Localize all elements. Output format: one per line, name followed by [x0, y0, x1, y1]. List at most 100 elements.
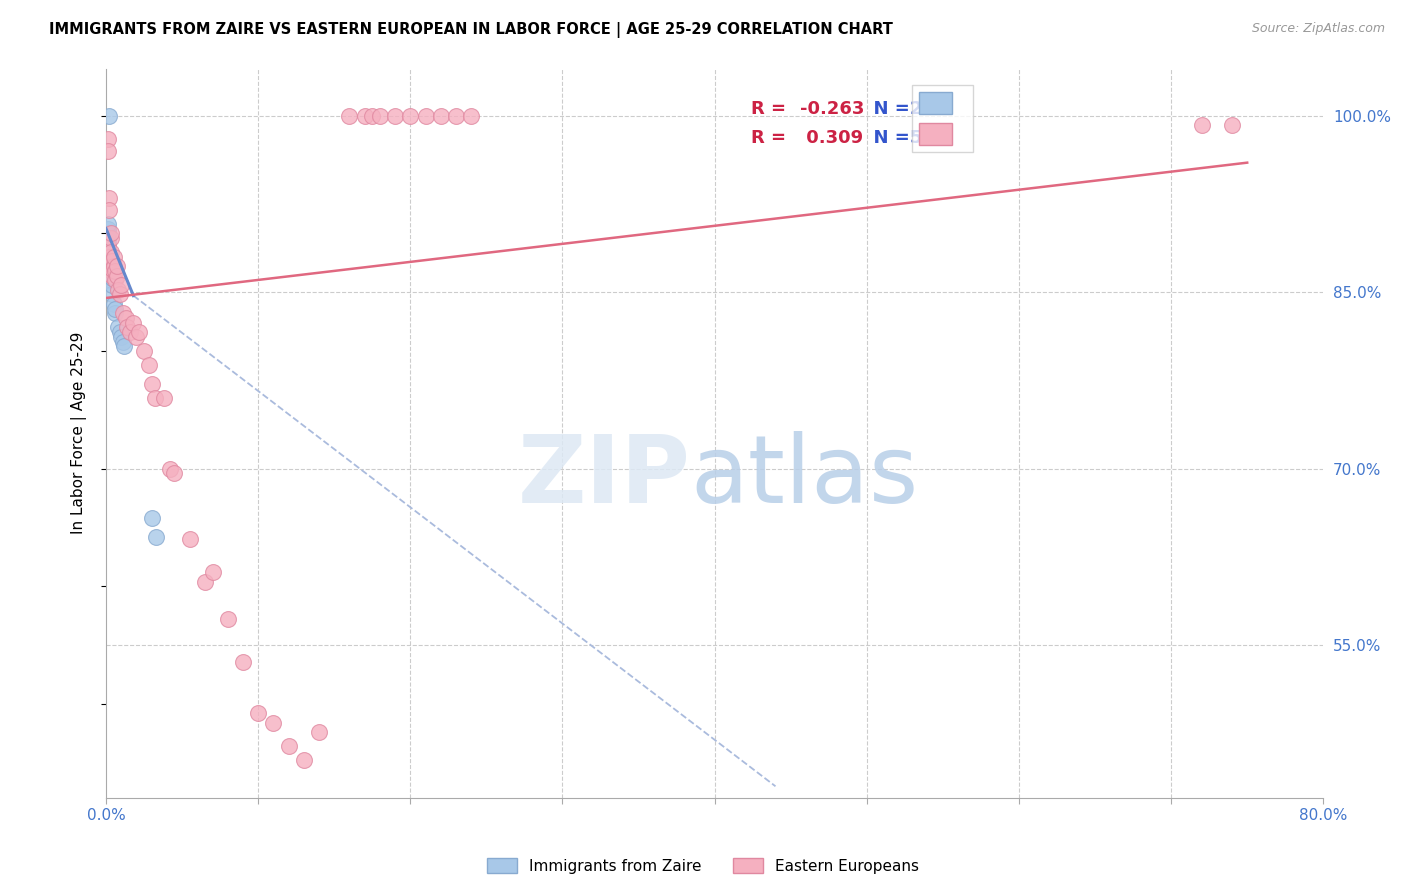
Point	[415, 109, 437, 123]
Point	[105, 259, 128, 273]
Text: Source: ZipAtlas.com: Source: ZipAtlas.com	[1251, 22, 1385, 36]
Legend: Immigrants from Zaire, Eastern Europeans: Immigrants from Zaire, Eastern Europeans	[481, 852, 925, 880]
Point	[217, 612, 239, 626]
Point	[384, 109, 406, 123]
Point	[101, 287, 124, 301]
Text: ZIP: ZIP	[517, 431, 690, 523]
Point	[108, 325, 131, 339]
Point	[277, 739, 299, 754]
Point	[128, 325, 150, 339]
Point	[96, 226, 118, 240]
Point	[100, 231, 122, 245]
Point	[112, 339, 135, 353]
Point	[153, 391, 176, 405]
Point	[368, 109, 391, 123]
Y-axis label: In Labor Force | Age 25-29: In Labor Force | Age 25-29	[72, 332, 87, 534]
Point	[108, 287, 131, 301]
Point	[122, 316, 145, 330]
Point	[103, 297, 125, 311]
Point	[100, 245, 122, 260]
Point	[98, 259, 121, 273]
Point	[138, 358, 160, 372]
Point	[444, 109, 467, 123]
Point	[104, 301, 127, 316]
Text: 0.309: 0.309	[800, 128, 863, 147]
Point	[120, 325, 142, 339]
Point	[98, 264, 121, 278]
Point	[96, 254, 118, 268]
Point	[96, 144, 118, 158]
Point	[159, 461, 181, 475]
Text: atlas: atlas	[690, 431, 918, 523]
Point	[143, 391, 166, 405]
Point	[98, 202, 121, 217]
Point	[96, 250, 118, 264]
Point	[399, 109, 422, 123]
Point	[96, 217, 118, 231]
Point	[101, 278, 124, 293]
Point	[98, 254, 121, 268]
Point	[1191, 118, 1213, 132]
Point	[96, 235, 118, 250]
Point	[111, 306, 134, 320]
Point	[353, 109, 375, 123]
Point	[98, 254, 121, 268]
Point	[247, 706, 270, 721]
Point	[361, 109, 384, 123]
Point	[125, 330, 148, 344]
Point	[101, 261, 124, 276]
Point	[100, 268, 122, 283]
Point	[308, 725, 330, 739]
Point	[132, 343, 155, 358]
Point	[103, 259, 125, 273]
Point	[292, 753, 315, 767]
Point	[101, 271, 124, 285]
Point	[141, 376, 163, 391]
Point	[100, 261, 122, 276]
Point	[96, 132, 118, 146]
Point	[96, 261, 118, 276]
Point	[98, 250, 121, 264]
Text: IMMIGRANTS FROM ZAIRE VS EASTERN EUROPEAN IN LABOR FORCE | AGE 25-29 CORRELATION: IMMIGRANTS FROM ZAIRE VS EASTERN EUROPEA…	[49, 22, 893, 38]
Text: 28: 28	[910, 100, 935, 118]
Point	[100, 226, 122, 240]
Point	[114, 310, 136, 325]
Text: R =: R =	[751, 128, 793, 147]
Point	[107, 320, 129, 334]
Point	[110, 330, 132, 344]
Point	[145, 530, 167, 544]
Point	[460, 109, 482, 123]
Point	[98, 109, 121, 123]
Point	[179, 532, 201, 546]
Point	[96, 240, 118, 254]
Point	[117, 320, 139, 334]
Text: N =: N =	[860, 100, 915, 118]
Point	[96, 240, 118, 254]
Point	[163, 467, 186, 481]
Point	[96, 245, 118, 260]
Point	[101, 268, 124, 283]
Point	[262, 715, 284, 730]
Point	[100, 273, 122, 287]
Point	[141, 511, 163, 525]
Point	[101, 254, 124, 268]
Point	[96, 231, 118, 245]
Point	[1220, 118, 1243, 132]
Point	[96, 221, 118, 235]
Point	[429, 109, 451, 123]
Text: R =: R =	[751, 100, 793, 118]
Point	[104, 264, 127, 278]
Point	[339, 109, 361, 123]
Point	[107, 283, 129, 297]
Point	[103, 250, 125, 264]
Legend: , : ,	[912, 85, 973, 153]
Point	[110, 278, 132, 293]
Text: 58: 58	[910, 128, 935, 147]
Point	[232, 655, 254, 669]
Point	[111, 334, 134, 349]
Point	[194, 574, 217, 589]
Point	[105, 268, 128, 283]
Point	[104, 306, 127, 320]
Text: N =: N =	[860, 128, 915, 147]
Point	[98, 191, 121, 205]
